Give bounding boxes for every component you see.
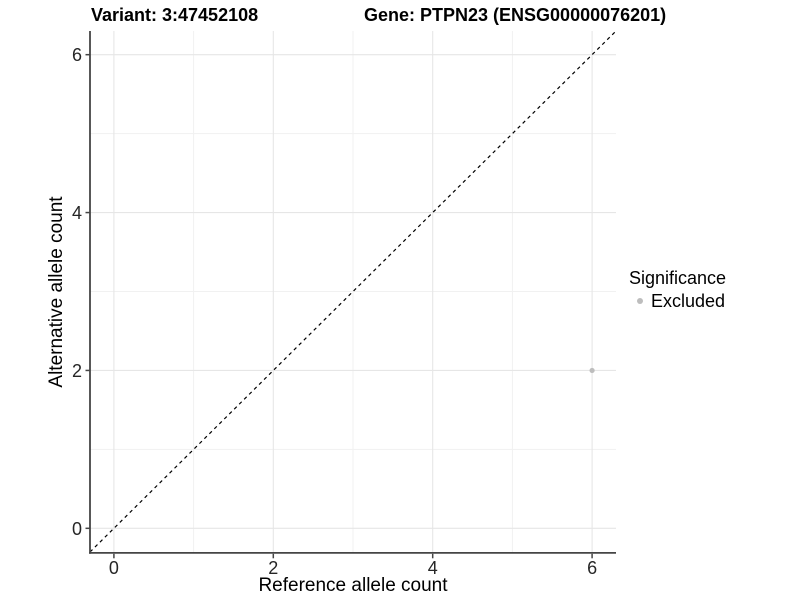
legend-title: Significance (629, 268, 727, 288)
svg-text:6: 6 (72, 45, 82, 65)
y-axis-title: Alternative allele count (46, 196, 67, 388)
gene-title: Gene: PTPN23 (ENSG00000076201) (364, 5, 667, 25)
legend-item-label: Excluded (651, 290, 726, 311)
svg-text:0: 0 (72, 519, 82, 539)
svg-text:2: 2 (72, 361, 82, 381)
legend-item-excluded: Excluded (629, 291, 726, 311)
x-axis-title: Reference allele count (258, 575, 448, 596)
svg-text:2: 2 (268, 558, 278, 578)
variant-title: Variant: 3:47452108 (91, 5, 259, 25)
svg-text:0: 0 (109, 558, 119, 578)
legend: Significance Excluded (629, 268, 726, 311)
svg-text:4: 4 (428, 558, 438, 578)
legend-key (629, 298, 651, 304)
excluded-point-icon (637, 298, 643, 304)
svg-text:4: 4 (72, 203, 82, 223)
svg-text:6: 6 (587, 558, 597, 578)
